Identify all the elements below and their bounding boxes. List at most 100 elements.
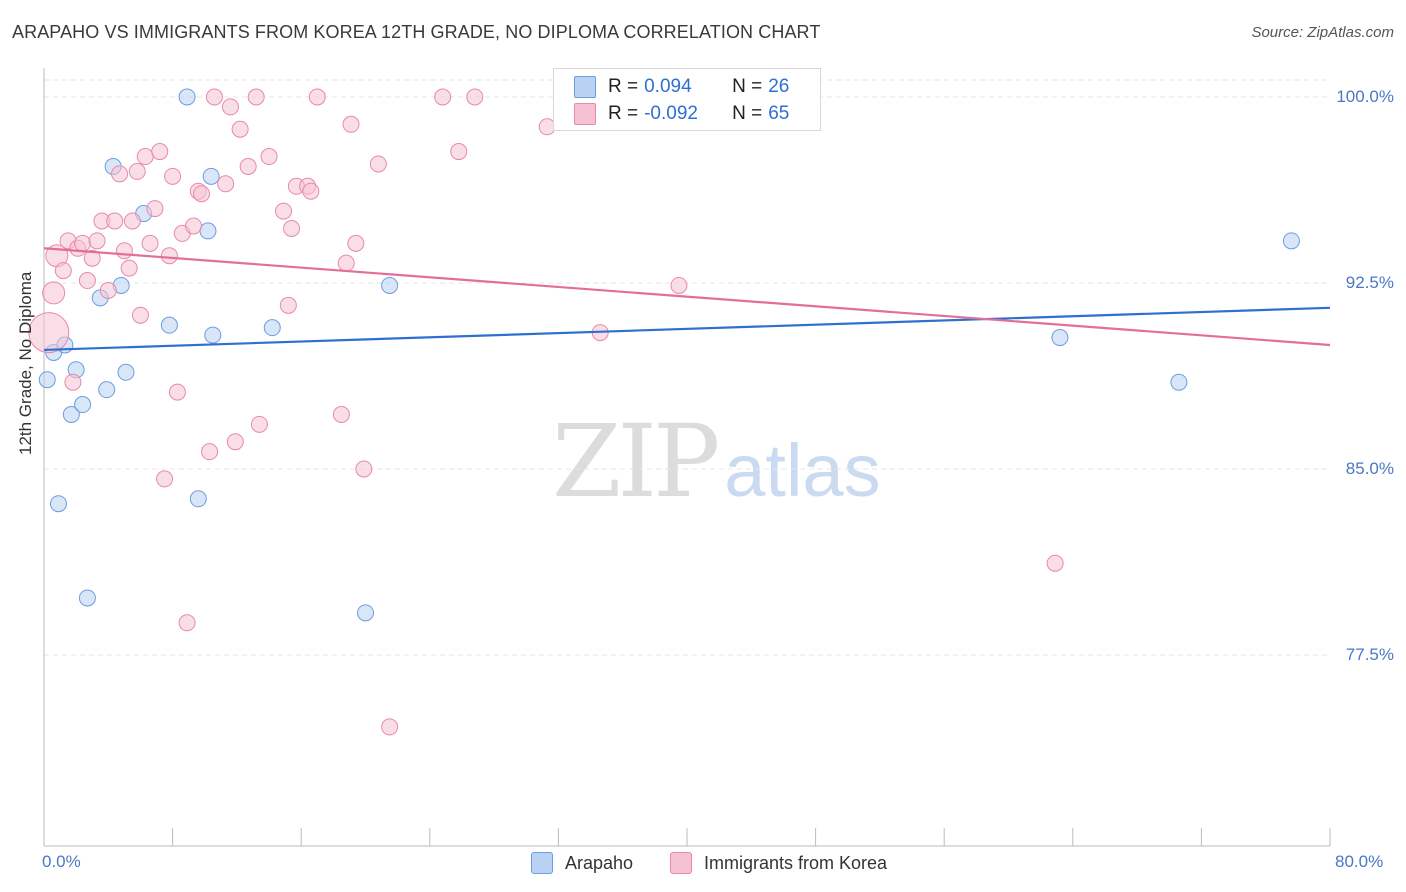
y-axis-title: 12th Grade, No Diploma [16, 271, 35, 455]
point-arapaho [204, 326, 222, 344]
point-korea [250, 415, 268, 433]
y-tick-label: 77.5% [1345, 645, 1394, 664]
point-korea [115, 242, 133, 260]
trend-line-arapaho [43, 306, 1331, 352]
point-korea [156, 470, 174, 488]
stats-n-value: 26 [768, 76, 790, 97]
stats-box: R = 0.094 N = 26 R = -0.092 N = 65 [553, 68, 821, 131]
point-arapaho [78, 589, 96, 607]
point-arapaho [1051, 329, 1069, 347]
point-arapaho [381, 276, 399, 294]
point-korea [99, 281, 117, 299]
point-korea [670, 276, 688, 294]
point-korea [247, 88, 265, 106]
point-korea [239, 157, 257, 175]
point-korea [136, 148, 154, 166]
point-arapaho [160, 316, 178, 334]
point-arapaho [357, 604, 374, 622]
stats-swatch-arapaho [574, 76, 596, 98]
legend-item-korea[interactable]: Immigrants from Korea [670, 852, 887, 874]
point-korea [231, 120, 249, 138]
point-korea [178, 614, 196, 632]
point-arapaho [263, 319, 281, 337]
point-korea [106, 212, 124, 230]
point-korea [184, 217, 202, 235]
point-korea [355, 460, 373, 478]
point-korea [28, 312, 70, 354]
point-korea [168, 383, 186, 401]
y-tick-label: 100.0% [1336, 87, 1394, 106]
point-korea [342, 115, 360, 133]
point-korea [123, 212, 141, 230]
point-korea [151, 143, 169, 161]
stats-n-label: N = [732, 76, 763, 97]
point-korea [221, 98, 239, 116]
point-korea [201, 443, 219, 461]
point-korea [217, 175, 235, 193]
point-korea [74, 234, 92, 252]
point-korea [226, 433, 244, 451]
point-korea [64, 373, 82, 391]
point-korea [164, 167, 182, 185]
trend-line-korea [43, 247, 1331, 347]
point-korea [205, 88, 223, 106]
point-arapaho [98, 381, 116, 399]
point-korea [88, 232, 106, 250]
watermark-zip: ZIP [552, 403, 720, 520]
chart-title: ARAPAHO VS IMMIGRANTS FROM KOREA 12TH GR… [12, 22, 821, 42]
point-arapaho [49, 495, 67, 513]
point-korea [283, 219, 301, 237]
point-korea [120, 259, 138, 277]
point-korea [54, 262, 72, 280]
y-tick-label: 92.5% [1345, 273, 1394, 292]
point-korea [160, 247, 178, 265]
stats-r-label: R = [608, 103, 639, 124]
point-arapaho [38, 371, 56, 389]
point-korea [337, 254, 355, 272]
point-korea [1046, 554, 1064, 572]
stats-swatch-korea [574, 103, 596, 125]
x-tick-label-right: 80.0% [1335, 852, 1384, 871]
point-korea [450, 143, 468, 161]
watermark: ZIP atlas [552, 403, 881, 520]
point-arapaho [1170, 373, 1188, 391]
point-arapaho [117, 363, 135, 381]
y-tick-label: 85.0% [1345, 459, 1394, 478]
point-arapaho [199, 222, 217, 240]
legend-item-arapaho[interactable]: Arapaho [531, 852, 633, 874]
stats-row-korea: R = -0.092 N = 65 [574, 102, 789, 126]
trend-layer [43, 247, 1331, 352]
point-korea [347, 234, 365, 252]
stats-row-arapaho: R = 0.094 N = 26 [574, 75, 789, 99]
point-korea [193, 185, 211, 203]
legend-swatch-arapaho [531, 852, 553, 874]
point-korea [42, 281, 66, 305]
axis-layer [43, 68, 1331, 847]
watermark-atlas: atlas [724, 429, 881, 512]
point-arapaho [202, 167, 220, 185]
stats-n-label: N = [732, 103, 763, 124]
x-tick-label-left: 0.0% [42, 852, 81, 871]
point-korea [275, 202, 293, 220]
point-korea [381, 718, 399, 736]
grid-layer [44, 79, 1330, 656]
point-arapaho [189, 490, 207, 508]
point-arapaho [62, 405, 80, 423]
point-arapaho [74, 396, 92, 414]
point-korea [78, 272, 96, 290]
stats-n-value: 65 [768, 103, 790, 124]
legend-label-arapaho: Arapaho [565, 852, 634, 873]
point-korea [128, 162, 146, 180]
point-korea [308, 88, 326, 106]
legend: Arapaho Immigrants from Korea [0, 852, 1406, 878]
point-korea [369, 155, 387, 173]
stats-r-value: -0.092 [644, 103, 698, 124]
point-korea [260, 148, 278, 166]
point-arapaho [1282, 232, 1300, 250]
legend-swatch-korea [670, 852, 692, 874]
point-korea [141, 234, 159, 252]
point-korea [332, 405, 350, 423]
point-arapaho [178, 88, 196, 106]
point-korea [131, 306, 149, 324]
